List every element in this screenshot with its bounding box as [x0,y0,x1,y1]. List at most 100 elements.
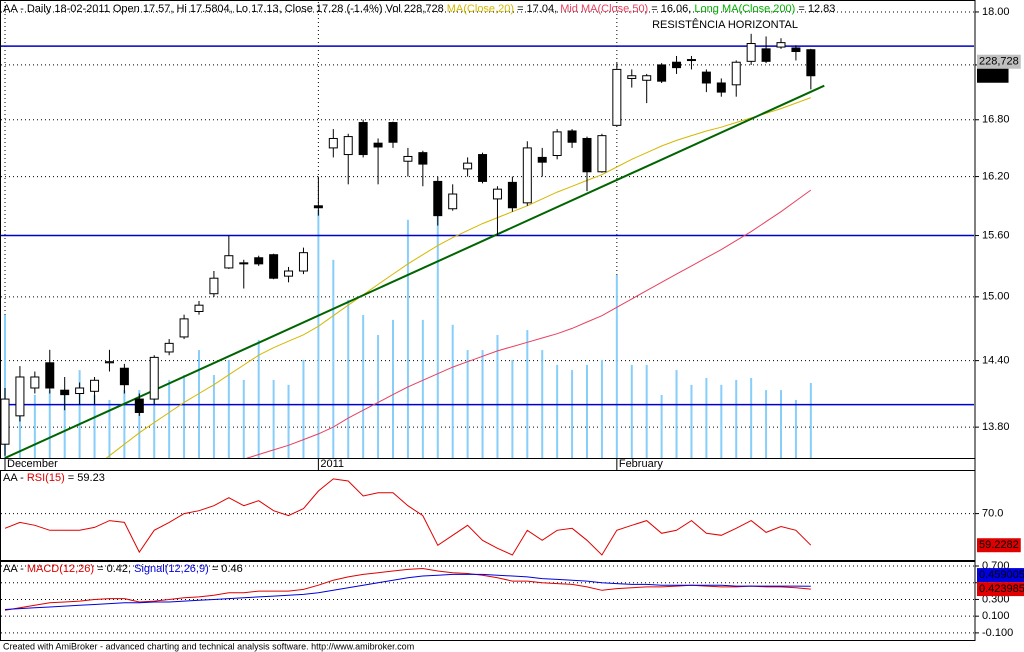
candle-body [672,61,682,69]
candle-body [642,75,652,81]
candle-body [224,255,234,269]
volume-bar [153,379,156,458]
candle-body [60,389,70,396]
y-tick-label: 0.300 [982,593,1010,605]
annotation: RESISTÊNCIA HORIZONTAL [652,18,798,31]
series-line [4,573,811,610]
volume-bar [571,370,574,458]
candle-body [478,154,488,182]
candle-body [403,155,413,162]
volume-bar [362,314,365,458]
candle-body [597,135,607,173]
volume-bar [287,384,290,458]
legend-readout: = 0.42, [94,563,134,575]
candle-body [149,356,159,400]
candle-body [254,257,264,265]
volume-bar [332,259,335,458]
candle-body [552,131,562,157]
candle-body [313,205,323,209]
candle-body [1,398,10,445]
legend-entry: RSI(15) [27,472,65,484]
candle-body [45,362,55,389]
y-tick-label: 13.80 [982,421,1010,433]
volume-bar [168,379,171,458]
candle-body [373,142,383,148]
candle-body [746,43,756,62]
volume-bar [675,370,678,458]
volume-bar [4,314,6,458]
series-line [245,189,812,458]
volume-bar [526,330,529,458]
candle-body [239,262,249,265]
candle-body [269,254,279,279]
legend-entry: Signal(12,26,9) [134,563,209,575]
volume-bar [93,395,96,458]
volume-bar [212,375,215,458]
volume-bar [705,377,708,458]
legend-readout: = 17.04, [514,3,560,15]
volume-bar [317,209,320,458]
volume-bar [451,324,454,458]
volume-bar [227,359,230,458]
plot-area [1,2,974,458]
legend-entry: Long MA(Close,200) [694,3,795,15]
close-last-label: 17.28 [979,70,1007,82]
volume-bar [33,395,36,458]
candle-body [90,379,100,392]
candle-body [433,180,443,217]
volume-bar [586,364,588,458]
candle-body [209,277,219,295]
candle-body [194,304,204,312]
volume-bar [660,395,663,458]
x-tick-label: February [619,458,664,470]
y-tick-label: 0.100 [982,610,1010,622]
candle-body [358,122,368,156]
volume-bar [78,370,81,458]
candle-body [776,42,786,48]
y-tick-label: 14.40 [982,355,1010,367]
candle-body [164,342,174,353]
y-tick-label: 15.60 [982,229,1010,241]
volume-bar [302,359,305,458]
volume-bar [735,379,738,458]
volume-bar [242,379,245,458]
volume-bar [690,384,693,458]
y-tick-label: 16.20 [982,170,1010,182]
series-line [4,567,811,611]
candle-body [104,361,114,364]
volume-bar [809,382,812,458]
volume-bar [780,390,782,458]
header-title: AA - [3,472,27,484]
volume-bar [511,359,514,458]
volume-bar [392,319,394,458]
candle-body [15,376,25,417]
volume-bar [556,364,559,458]
candle-body [388,122,398,143]
candle-body [686,59,696,62]
y-tick-label: 70.0 [982,507,1003,519]
legend-readout: = 12.83 [795,3,835,15]
header-title: AA - Daily 18-02-2011 Open 17.57, Hi 17.… [3,3,447,15]
candle-body [522,147,532,204]
candle-body [582,137,592,173]
panel-header: AA - RSI(15) = 59.23 [3,472,105,484]
candle-body [179,318,189,338]
panel-header: AA - MACD(12,26) = 0.42, Signal(12,26,9)… [3,563,243,575]
volume-bar [630,364,633,458]
panel: 18.0017.4016.8016.2015.6015.0014.4013.80… [1,2,1021,470]
volume-bar [138,390,141,458]
volume-bar [436,204,439,458]
series-last-label-box [977,582,1024,597]
legend-readout: = 59.23 [65,472,105,484]
volume-last-label-box [977,54,1021,69]
volume-bar [615,274,618,458]
candle-body [30,376,40,389]
candle-body [761,48,771,62]
candle-body [791,47,801,53]
y-tick-label: 16.80 [982,114,1010,126]
candle-body [492,188,502,200]
candle-body [343,136,353,156]
volume-bar [123,390,126,458]
